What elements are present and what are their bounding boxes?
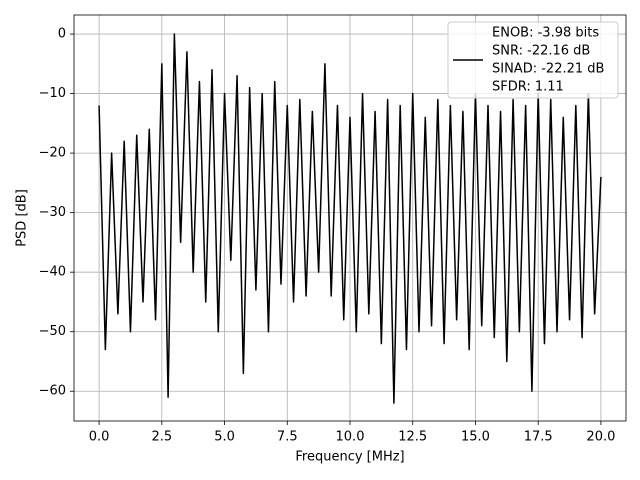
x-tick-label: 15.0 <box>461 430 490 445</box>
legend-label: ENOB: -3.98 bits <box>492 26 599 41</box>
y-tick-label: 0 <box>58 27 66 42</box>
y-tick-label: −60 <box>39 384 66 399</box>
x-tick-label: 17.5 <box>524 430 553 445</box>
legend-label: SFDR: 1.11 <box>492 80 564 95</box>
series-line <box>98 33 602 404</box>
y-axis-label: PSD [dB] <box>15 189 30 247</box>
legend-label: SINAD: -22.21 dB <box>492 62 604 77</box>
y-tick-label: −50 <box>39 324 66 339</box>
x-tick-label: 2.5 <box>151 430 172 445</box>
x-tick-label: 10.0 <box>336 430 365 445</box>
legend-box <box>447 21 619 99</box>
y-tick-label: −30 <box>39 205 66 220</box>
x-axis-label: Frequency [MHz] <box>295 450 404 465</box>
legend-label: SNR: -22.16 dB <box>492 44 590 59</box>
y-tick-label: −40 <box>39 265 66 280</box>
x-tick-label: 20.0 <box>586 430 615 445</box>
legend: ENOB: -3.98 bits SNR: -22.16 dB SINAD: -22… <box>447 21 619 99</box>
y-tick-label: −10 <box>39 86 66 101</box>
x-tick-label: 7.5 <box>277 430 298 445</box>
y-tick-label: −20 <box>39 146 66 161</box>
axes-frame <box>73 14 627 422</box>
x-tick-label: 5.0 <box>214 430 235 445</box>
x-tick-label: 12.5 <box>398 430 427 445</box>
x-tick-label: 0.0 <box>89 430 110 445</box>
